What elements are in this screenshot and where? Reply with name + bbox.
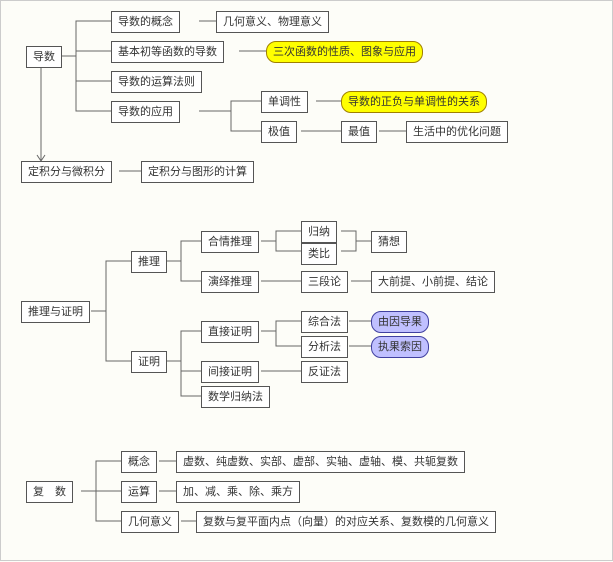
node-complex-root: 复 数 <box>26 481 73 503</box>
node-deductive: 演绎推理 <box>201 271 259 293</box>
node-complex-concept-leaf: 虚数、纯虚数、实部、虚部、实轴、虚轴、模、共轭复数 <box>176 451 465 473</box>
node-analogy: 类比 <box>301 243 337 265</box>
node-direct-proof: 直接证明 <box>201 321 259 343</box>
node-indirect-proof: 间接证明 <box>201 361 259 383</box>
node-complex-geom-leaf: 复数与复平面内点（向量）的对应关系、复数模的几何意义 <box>196 511 496 533</box>
node-integral-leaf: 定积分与图形的计算 <box>141 161 254 183</box>
node-reasoning: 推理 <box>131 251 167 273</box>
node-complex-ops-leaf: 加、减、乘、除、乘方 <box>176 481 300 503</box>
node-synthesis: 综合法 <box>301 311 348 333</box>
node-derivative-concept-leaf: 几何意义、物理意义 <box>216 11 329 33</box>
node-contradiction: 反证法 <box>301 361 348 383</box>
node-cause-effect: 由因导果 <box>371 311 429 333</box>
node-plausible: 合情推理 <box>201 231 259 253</box>
node-syllogism: 三段论 <box>301 271 348 293</box>
node-extremum: 极值 <box>261 121 297 143</box>
node-derivative-concept: 导数的概念 <box>111 11 180 33</box>
node-induction: 归纳 <box>301 221 337 243</box>
node-optimization: 生活中的优化问题 <box>406 121 508 143</box>
node-max: 最值 <box>341 121 377 143</box>
node-analysis: 分析法 <box>301 336 348 358</box>
node-premises: 大前提、小前提、结论 <box>371 271 495 293</box>
node-monotonicity: 单调性 <box>261 91 308 113</box>
node-complex-ops: 运算 <box>121 481 157 503</box>
node-reasoning-root: 推理与证明 <box>21 301 90 323</box>
node-effect-cause: 执果索因 <box>371 336 429 358</box>
node-complex-geom: 几何意义 <box>121 511 179 533</box>
node-derivative-app: 导数的应用 <box>111 101 180 123</box>
node-derivative-root: 导数 <box>26 46 62 68</box>
node-conjecture: 猜想 <box>371 231 407 253</box>
node-integral: 定积分与微积分 <box>21 161 112 183</box>
node-cubic-func: 三次函数的性质、图象与应用 <box>266 41 423 63</box>
node-monotonicity-leaf: 导数的正负与单调性的关系 <box>341 91 487 113</box>
node-proof: 证明 <box>131 351 167 373</box>
node-math-induction: 数学归纳法 <box>201 386 270 408</box>
node-operation-rules: 导数的运算法则 <box>111 71 202 93</box>
node-elementary-func: 基本初等函数的导数 <box>111 41 224 63</box>
node-complex-concept: 概念 <box>121 451 157 473</box>
